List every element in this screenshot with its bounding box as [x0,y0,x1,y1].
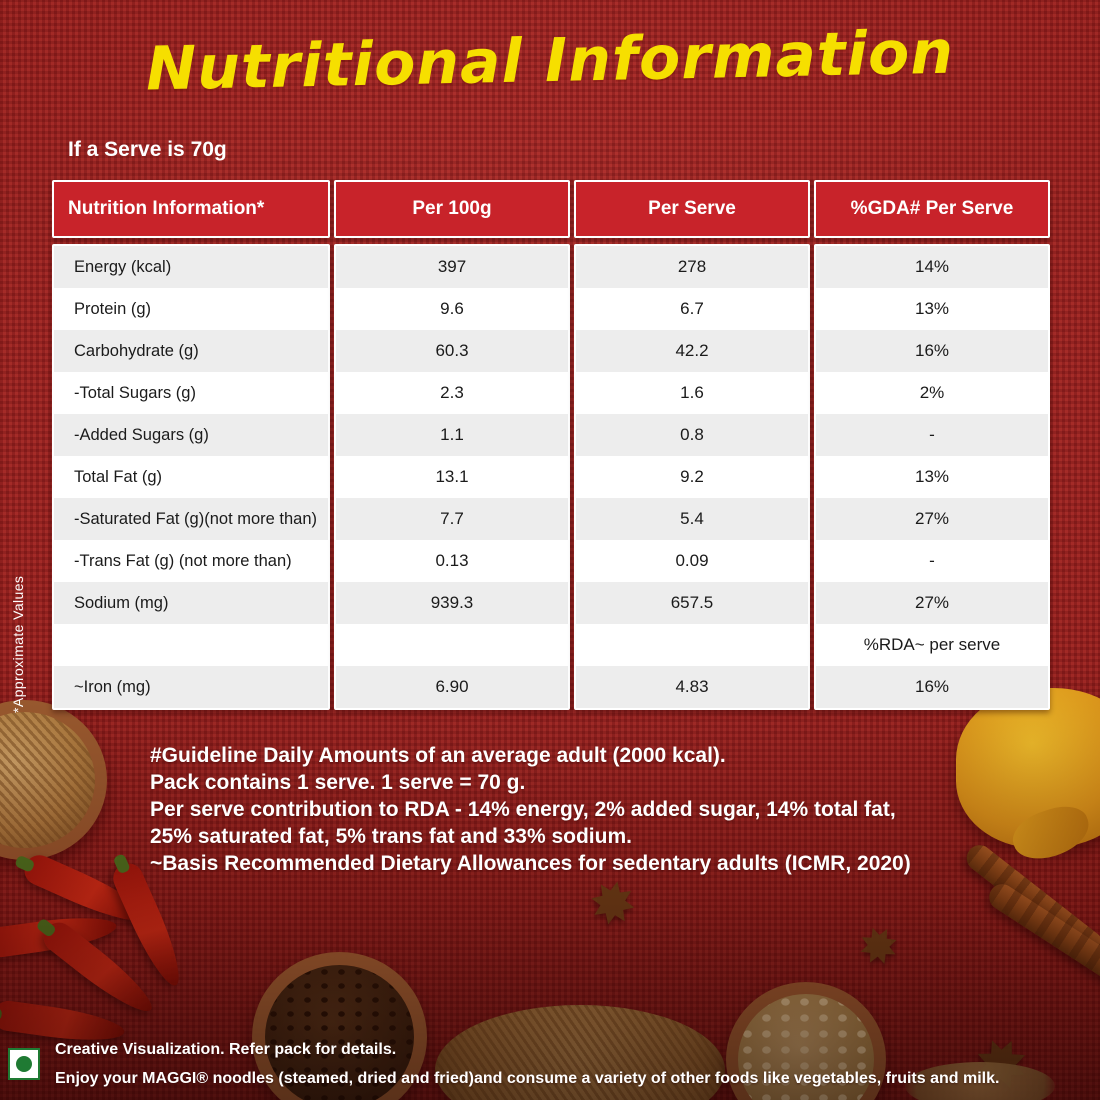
gda-cell: 27% [816,498,1048,540]
column-nutrient-labels: Energy (kcal) Protein (g) Carbohydrate (g)… [52,244,330,710]
per-100g-cell: 1.1 [336,414,568,456]
gda-cell: 13% [816,456,1048,498]
nutrient-label-cell: Carbohydrate (g) [54,330,328,372]
gda-cell: 16% [816,666,1048,708]
nutrient-label-cell: -Total Sugars (g) [54,372,328,414]
per-serve-cell: 0.8 [576,414,808,456]
per-100g-cell: 2.3 [336,372,568,414]
footnotes-block: #Guideline Daily Amounts of an average a… [150,742,1010,877]
nutrient-label-cell: Protein (g) [54,288,328,330]
per-100g-cell: 939.3 [336,582,568,624]
nutrient-label-cell: -Saturated Fat (g)(not more than) [54,498,328,540]
per-100g-cell: 0.13 [336,540,568,582]
disclaimer-line: Creative Visualization. Refer pack for d… [55,1041,397,1058]
per-serve-cell: 6.7 [576,288,808,330]
col-header-per-100g: Per 100g [334,180,570,238]
per-100g-cell: 60.3 [336,330,568,372]
gda-cell: 14% [816,246,1048,288]
per-serve-cell: 657.5 [576,582,808,624]
per-serve-cell: 1.6 [576,372,808,414]
per-100g-cell: 9.6 [336,288,568,330]
per-100g-cell: 6.90 [336,666,568,708]
veg-green-dot-icon [16,1056,32,1072]
column-gda-values: 14% 13% 16% 2% -13% 27% -27% %RDA~ per serve 16% [814,244,1050,710]
gda-cell: %RDA~ per serve [816,624,1048,666]
per-serve-cell: 4.83 [576,666,808,708]
gda-cell: 27% [816,582,1048,624]
serve-size-note: If a Serve is 70g [68,138,227,161]
nutrient-label-cell [54,624,328,666]
gda-cell: - [816,540,1048,582]
col-header-gda-per-serve: %GDA# Per Serve [814,180,1050,238]
disclaimer-line: Enjoy your MAGGI® noodles (steamed, drie… [55,1070,1000,1087]
vegetarian-mark [8,1048,40,1080]
col-header-nutrition-information: Nutrition Information* [52,180,330,238]
per-serve-cell: 42.2 [576,330,808,372]
footnote-line: 25% saturated fat, 5% trans fat and 33% … [150,825,632,848]
gda-cell: 13% [816,288,1048,330]
footnote-line: #Guideline Daily Amounts of an average a… [150,744,726,767]
footnote-line: Pack contains 1 serve. 1 serve = 70 g. [150,771,526,794]
per-serve-cell: 278 [576,246,808,288]
footnote-line: Per serve contribution to RDA - 14% ener… [150,798,896,821]
nutrient-label-cell: -Added Sugars (g) [54,414,328,456]
nutrient-label-cell: Total Fat (g) [54,456,328,498]
per-100g-cell [336,624,568,666]
per-serve-cell [576,624,808,666]
nutrient-label-cell: Sodium (mg) [54,582,328,624]
nutrient-label-cell: Energy (kcal) [54,246,328,288]
nutrient-label-cell: -Trans Fat (g) (not more than) [54,540,328,582]
per-100g-cell: 13.1 [336,456,568,498]
footnote-line: ~Basis Recommended Dietary Allowances fo… [150,852,911,875]
col-header-per-serve: Per Serve [574,180,810,238]
per-100g-cell: 7.7 [336,498,568,540]
nutrient-label-cell: ~Iron (mg) [54,666,328,708]
per-serve-cell: 5.4 [576,498,808,540]
approximate-values-note: *Approximate Values [10,575,26,713]
per-serve-cell: 0.09 [576,540,808,582]
per-100g-cell: 397 [336,246,568,288]
page-title: Nutritional Information [145,17,955,105]
per-serve-cell: 9.2 [576,456,808,498]
gda-cell: - [816,414,1048,456]
gda-cell: 2% [816,372,1048,414]
column-per-100g-values: 397 9.6 60.3 2.3 1.1 13.1 7.7 0.13 939.3 6.90 [334,244,570,710]
nutrition-table: Nutrition Information* Per 100g Per Serv… [52,180,1050,710]
column-per-serve-values: 278 6.7 42.2 1.6 0.8 9.2 5.4 0.09 657.5 4.83 [574,244,810,710]
gda-cell: 16% [816,330,1048,372]
